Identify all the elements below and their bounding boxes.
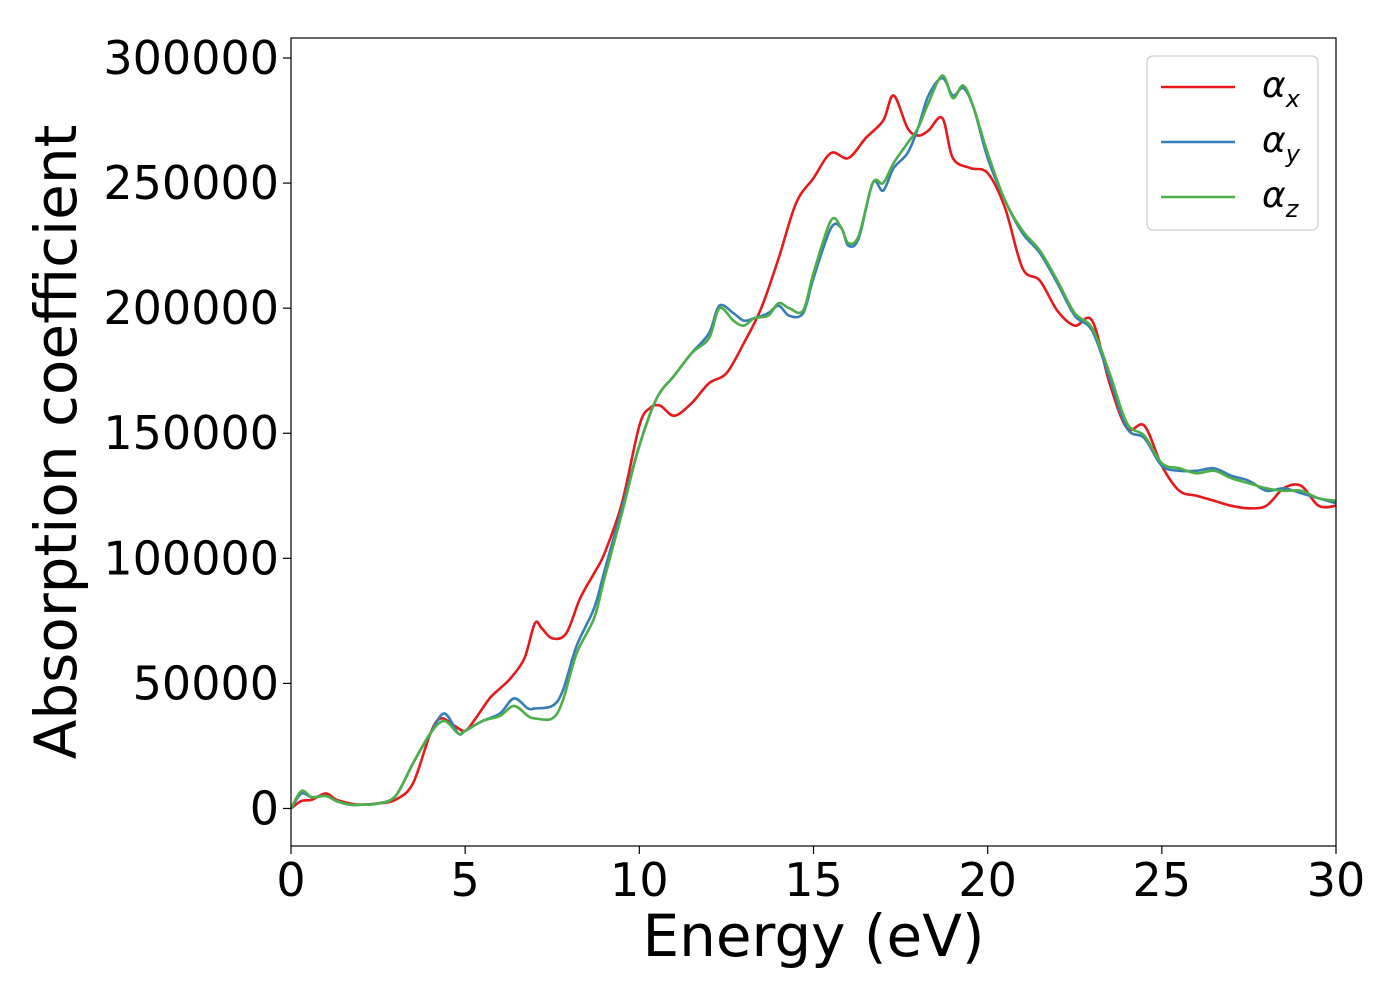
plot-area <box>289 74 1337 810</box>
y-tick-label: 50000 <box>133 656 279 710</box>
y-axis-title: Absorption coefficient <box>22 125 90 760</box>
y-tick-label: 300000 <box>103 31 279 85</box>
x-tick-label: 25 <box>1133 853 1192 907</box>
y-tick-label: 250000 <box>103 156 279 210</box>
x-tick-label: 15 <box>784 853 843 907</box>
x-axis-title: Energy (eV) <box>642 902 984 970</box>
x-tick-label: 20 <box>958 853 1017 907</box>
axis-ticks: 0 5 10 15 20 25 30 0 50000 100000 150000 200000 2500… <box>103 31 1365 907</box>
y-tick-label: 0 <box>250 781 279 835</box>
y-tick-label: 200000 <box>103 281 279 335</box>
x-tick-label: 10 <box>610 853 669 907</box>
x-tick-label: 5 <box>451 853 480 907</box>
axes-frame <box>290 37 1337 847</box>
y-tick-label: 150000 <box>103 406 279 460</box>
x-tick-label: 30 <box>1307 853 1366 907</box>
series-line-alpha-z <box>289 74 1337 810</box>
y-tick-label: 100000 <box>103 531 279 585</box>
x-tick-label: 0 <box>276 853 305 907</box>
